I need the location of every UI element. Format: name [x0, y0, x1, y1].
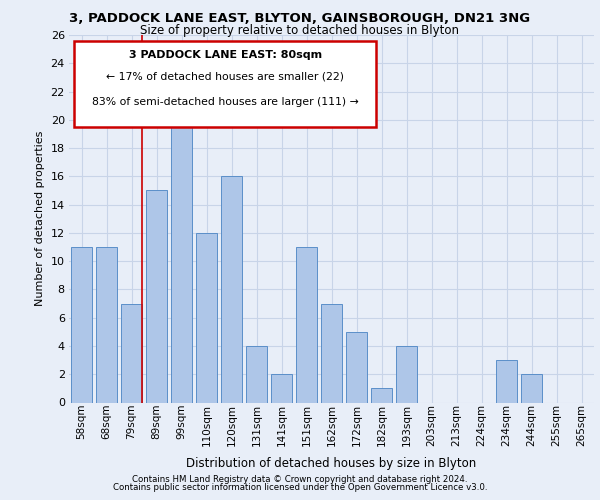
- Text: Contains HM Land Registry data © Crown copyright and database right 2024.: Contains HM Land Registry data © Crown c…: [132, 475, 468, 484]
- Bar: [496, 360, 517, 403]
- Text: 3 PADDOCK LANE EAST: 80sqm: 3 PADDOCK LANE EAST: 80sqm: [128, 50, 322, 59]
- Bar: [121, 304, 142, 402]
- Text: 83% of semi-detached houses are larger (111) →: 83% of semi-detached houses are larger (…: [92, 98, 359, 108]
- Bar: [346, 332, 367, 402]
- Bar: [196, 233, 217, 402]
- Text: 3, PADDOCK LANE EAST, BLYTON, GAINSBOROUGH, DN21 3NG: 3, PADDOCK LANE EAST, BLYTON, GAINSBOROU…: [70, 12, 530, 25]
- Text: ← 17% of detached houses are smaller (22): ← 17% of detached houses are smaller (22…: [106, 72, 344, 82]
- Bar: [371, 388, 392, 402]
- Text: Size of property relative to detached houses in Blyton: Size of property relative to detached ho…: [140, 24, 460, 37]
- Bar: [321, 304, 342, 402]
- Text: Contains public sector information licensed under the Open Government Licence v3: Contains public sector information licen…: [113, 484, 487, 492]
- X-axis label: Distribution of detached houses by size in Blyton: Distribution of detached houses by size …: [187, 457, 476, 470]
- Bar: [271, 374, 292, 402]
- Bar: [396, 346, 417, 403]
- Bar: [96, 247, 117, 402]
- Bar: [521, 374, 542, 402]
- Bar: [171, 92, 192, 403]
- Y-axis label: Number of detached properties: Number of detached properties: [35, 131, 45, 306]
- Bar: [146, 190, 167, 402]
- Bar: [296, 247, 317, 402]
- FancyBboxPatch shape: [74, 40, 376, 127]
- Bar: [71, 247, 92, 402]
- Bar: [221, 176, 242, 402]
- Bar: [246, 346, 267, 403]
